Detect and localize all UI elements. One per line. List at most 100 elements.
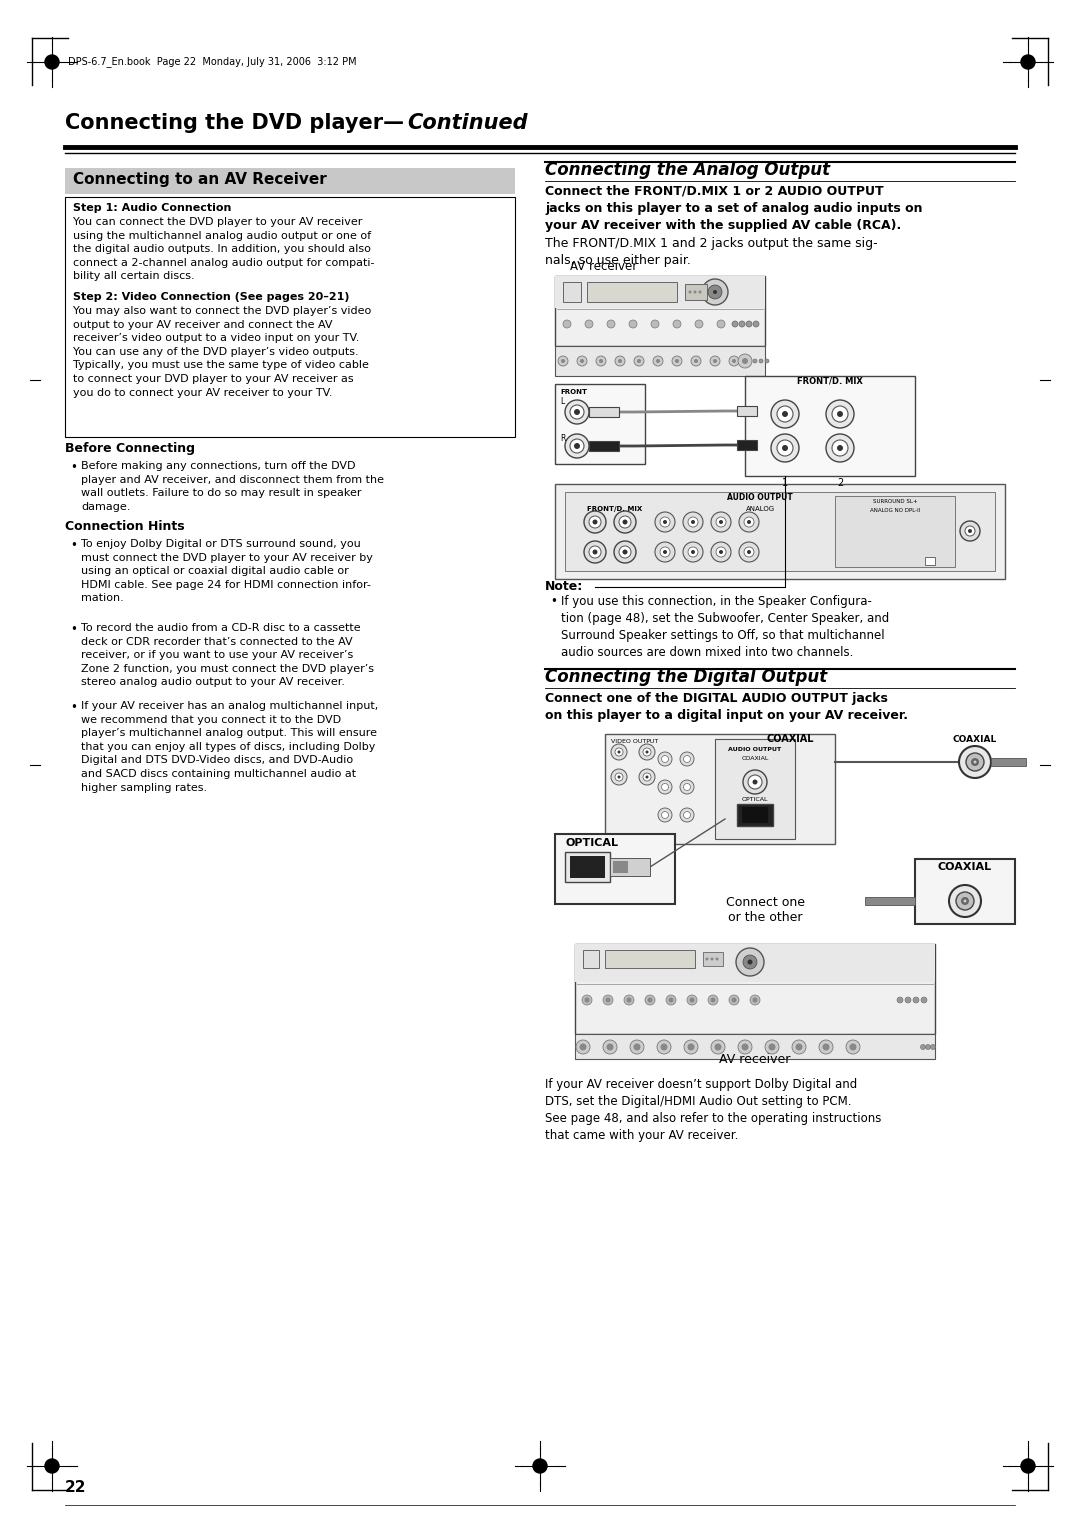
FancyBboxPatch shape (65, 197, 515, 437)
Circle shape (711, 998, 715, 1002)
Circle shape (615, 356, 625, 367)
Circle shape (656, 359, 660, 364)
Circle shape (750, 995, 760, 1005)
FancyBboxPatch shape (613, 860, 627, 872)
Circle shape (735, 947, 764, 976)
FancyBboxPatch shape (589, 406, 619, 417)
FancyBboxPatch shape (555, 277, 765, 309)
FancyBboxPatch shape (583, 950, 599, 969)
Text: If you use this connection, in the Speaker Configura-
tion (page 48), set the Su: If you use this connection, in the Speak… (561, 594, 889, 659)
FancyBboxPatch shape (555, 277, 765, 345)
FancyBboxPatch shape (685, 284, 707, 299)
Circle shape (691, 520, 696, 524)
Circle shape (666, 995, 676, 1005)
Circle shape (657, 1041, 671, 1054)
Text: COAXIAL: COAXIAL (953, 735, 997, 744)
FancyBboxPatch shape (715, 740, 795, 839)
Circle shape (689, 290, 691, 293)
Circle shape (956, 892, 974, 911)
Circle shape (629, 319, 637, 329)
Text: You can connect the DVD player to your AV receiver
using the multichannel analog: You can connect the DVD player to your A… (73, 217, 375, 281)
Circle shape (593, 550, 597, 555)
Text: OPTICAL: OPTICAL (565, 837, 618, 848)
Circle shape (643, 773, 651, 781)
Text: AV receiver: AV receiver (719, 1053, 791, 1067)
Text: 2: 2 (837, 478, 843, 487)
Circle shape (949, 885, 981, 917)
Text: OPTICAL: OPTICAL (742, 798, 768, 802)
FancyBboxPatch shape (565, 853, 610, 882)
FancyBboxPatch shape (605, 733, 835, 843)
Circle shape (684, 1041, 698, 1054)
Circle shape (651, 319, 659, 329)
Circle shape (708, 995, 718, 1005)
Circle shape (966, 526, 975, 536)
Circle shape (753, 998, 757, 1002)
Circle shape (624, 995, 634, 1005)
Circle shape (639, 744, 654, 759)
FancyBboxPatch shape (865, 897, 915, 905)
Text: COAXIAL: COAXIAL (741, 756, 769, 761)
Circle shape (558, 356, 568, 367)
Circle shape (669, 998, 674, 1002)
FancyBboxPatch shape (742, 807, 768, 824)
FancyBboxPatch shape (737, 804, 773, 827)
Text: The FRONT/D.MIX 1 and 2 jacks output the same sig-
nals, so use either pair.: The FRONT/D.MIX 1 and 2 jacks output the… (545, 237, 878, 267)
Circle shape (711, 542, 731, 562)
Text: ANALOG: ANALOG (745, 506, 774, 512)
Circle shape (913, 996, 919, 1002)
Circle shape (747, 960, 753, 964)
Circle shape (680, 808, 694, 822)
Circle shape (687, 995, 697, 1005)
FancyBboxPatch shape (737, 406, 757, 416)
Text: 1: 1 (782, 478, 788, 487)
FancyBboxPatch shape (703, 952, 723, 966)
Circle shape (716, 547, 726, 558)
Text: To record the audio from a CD-R disc to a cassette
deck or CDR recorder that’s c: To record the audio from a CD-R disc to … (81, 623, 374, 688)
Text: Note:: Note: (545, 581, 583, 593)
Circle shape (603, 1041, 617, 1054)
Circle shape (615, 749, 623, 756)
Text: 22: 22 (65, 1481, 86, 1494)
Text: Connecting the Digital Output: Connecting the Digital Output (545, 668, 827, 686)
Circle shape (832, 440, 848, 455)
Circle shape (688, 547, 698, 558)
Circle shape (637, 359, 642, 364)
Circle shape (589, 516, 600, 529)
Circle shape (926, 1045, 931, 1050)
Circle shape (1021, 1459, 1035, 1473)
Circle shape (672, 356, 681, 367)
Circle shape (765, 359, 769, 364)
FancyBboxPatch shape (65, 168, 515, 194)
Circle shape (634, 356, 644, 367)
FancyBboxPatch shape (835, 497, 955, 567)
Text: •: • (70, 539, 77, 552)
FancyBboxPatch shape (570, 856, 605, 879)
Circle shape (573, 443, 580, 449)
Circle shape (719, 520, 723, 524)
Circle shape (711, 512, 731, 532)
Text: VIDEO OUTPUT: VIDEO OUTPUT (611, 740, 659, 744)
Circle shape (968, 529, 972, 533)
Circle shape (658, 779, 672, 795)
Circle shape (971, 758, 978, 766)
Circle shape (577, 356, 588, 367)
Circle shape (646, 776, 648, 778)
FancyBboxPatch shape (924, 558, 935, 565)
Circle shape (782, 411, 788, 417)
Circle shape (646, 750, 648, 753)
Circle shape (658, 808, 672, 822)
Circle shape (731, 998, 737, 1002)
Circle shape (683, 542, 703, 562)
Circle shape (742, 358, 748, 364)
Circle shape (796, 1044, 802, 1051)
Circle shape (837, 411, 843, 417)
Circle shape (563, 319, 571, 329)
Circle shape (715, 1044, 721, 1051)
Circle shape (675, 359, 679, 364)
Circle shape (565, 434, 589, 458)
Circle shape (702, 280, 728, 306)
Text: AUDIO OUTPUT: AUDIO OUTPUT (728, 747, 782, 752)
Text: Connecting to an AV Receiver: Connecting to an AV Receiver (73, 173, 327, 186)
Circle shape (584, 998, 590, 1002)
